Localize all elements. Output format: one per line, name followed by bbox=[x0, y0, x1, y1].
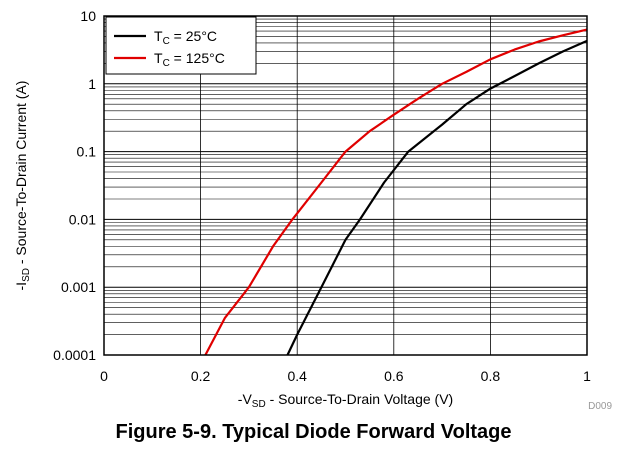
figure-caption: Figure 5-9. Typical Diode Forward Voltag… bbox=[115, 421, 512, 443]
y-tick-label: 0.0001 bbox=[53, 347, 96, 363]
x-tick-label: 0.8 bbox=[481, 368, 501, 384]
x-axis-label: -VSD - Source-To-Drain Voltage (V) bbox=[238, 391, 453, 410]
x-tick-label: 0 bbox=[100, 368, 108, 384]
x-tick-label: 0.6 bbox=[384, 368, 404, 384]
legend-entry-2: TC = 125°C bbox=[154, 50, 225, 69]
x-axis-label-sub: SD bbox=[252, 399, 266, 410]
y-tick-label: 0.01 bbox=[69, 211, 96, 227]
plot-frame bbox=[103, 15, 588, 356]
y-axis-label-prefix: -I bbox=[13, 282, 29, 291]
figure-id: D009 bbox=[588, 401, 612, 412]
y-axis-label-rest: - Source-To-Drain Current (A) bbox=[13, 81, 29, 269]
y-tick-label: 1 bbox=[88, 76, 96, 92]
y-axis-label-sub: SD bbox=[21, 268, 32, 282]
legend-entry-1: TC = 25°C bbox=[154, 28, 217, 47]
series-lines bbox=[204, 28, 588, 356]
x-axis-label-prefix: -V bbox=[238, 391, 253, 407]
x-tick-label: 0.4 bbox=[287, 368, 307, 384]
x-tick-label: 0.2 bbox=[191, 368, 211, 384]
legend: TC = 25°C TC = 125°C bbox=[105, 16, 257, 75]
y-axis-label: -ISD - Source-To-Drain Current (A) bbox=[13, 81, 32, 291]
x-axis-label-rest: - Source-To-Drain Voltage (V) bbox=[266, 391, 454, 407]
series-line-2 bbox=[204, 28, 588, 356]
legend-box bbox=[105, 16, 257, 75]
y-tick-label: 0.1 bbox=[77, 144, 97, 160]
y-axis-ticks: 0.0001 0.001 0.01 0.1 1 10 bbox=[53, 8, 96, 363]
x-axis-ticks: 0 0.2 0.4 0.6 0.8 1 bbox=[100, 368, 591, 384]
y-tick-label: 0.001 bbox=[61, 279, 96, 295]
y-tick-label: 10 bbox=[80, 8, 96, 24]
series-line-1 bbox=[286, 39, 588, 356]
x-tick-label: 1 bbox=[583, 368, 591, 384]
